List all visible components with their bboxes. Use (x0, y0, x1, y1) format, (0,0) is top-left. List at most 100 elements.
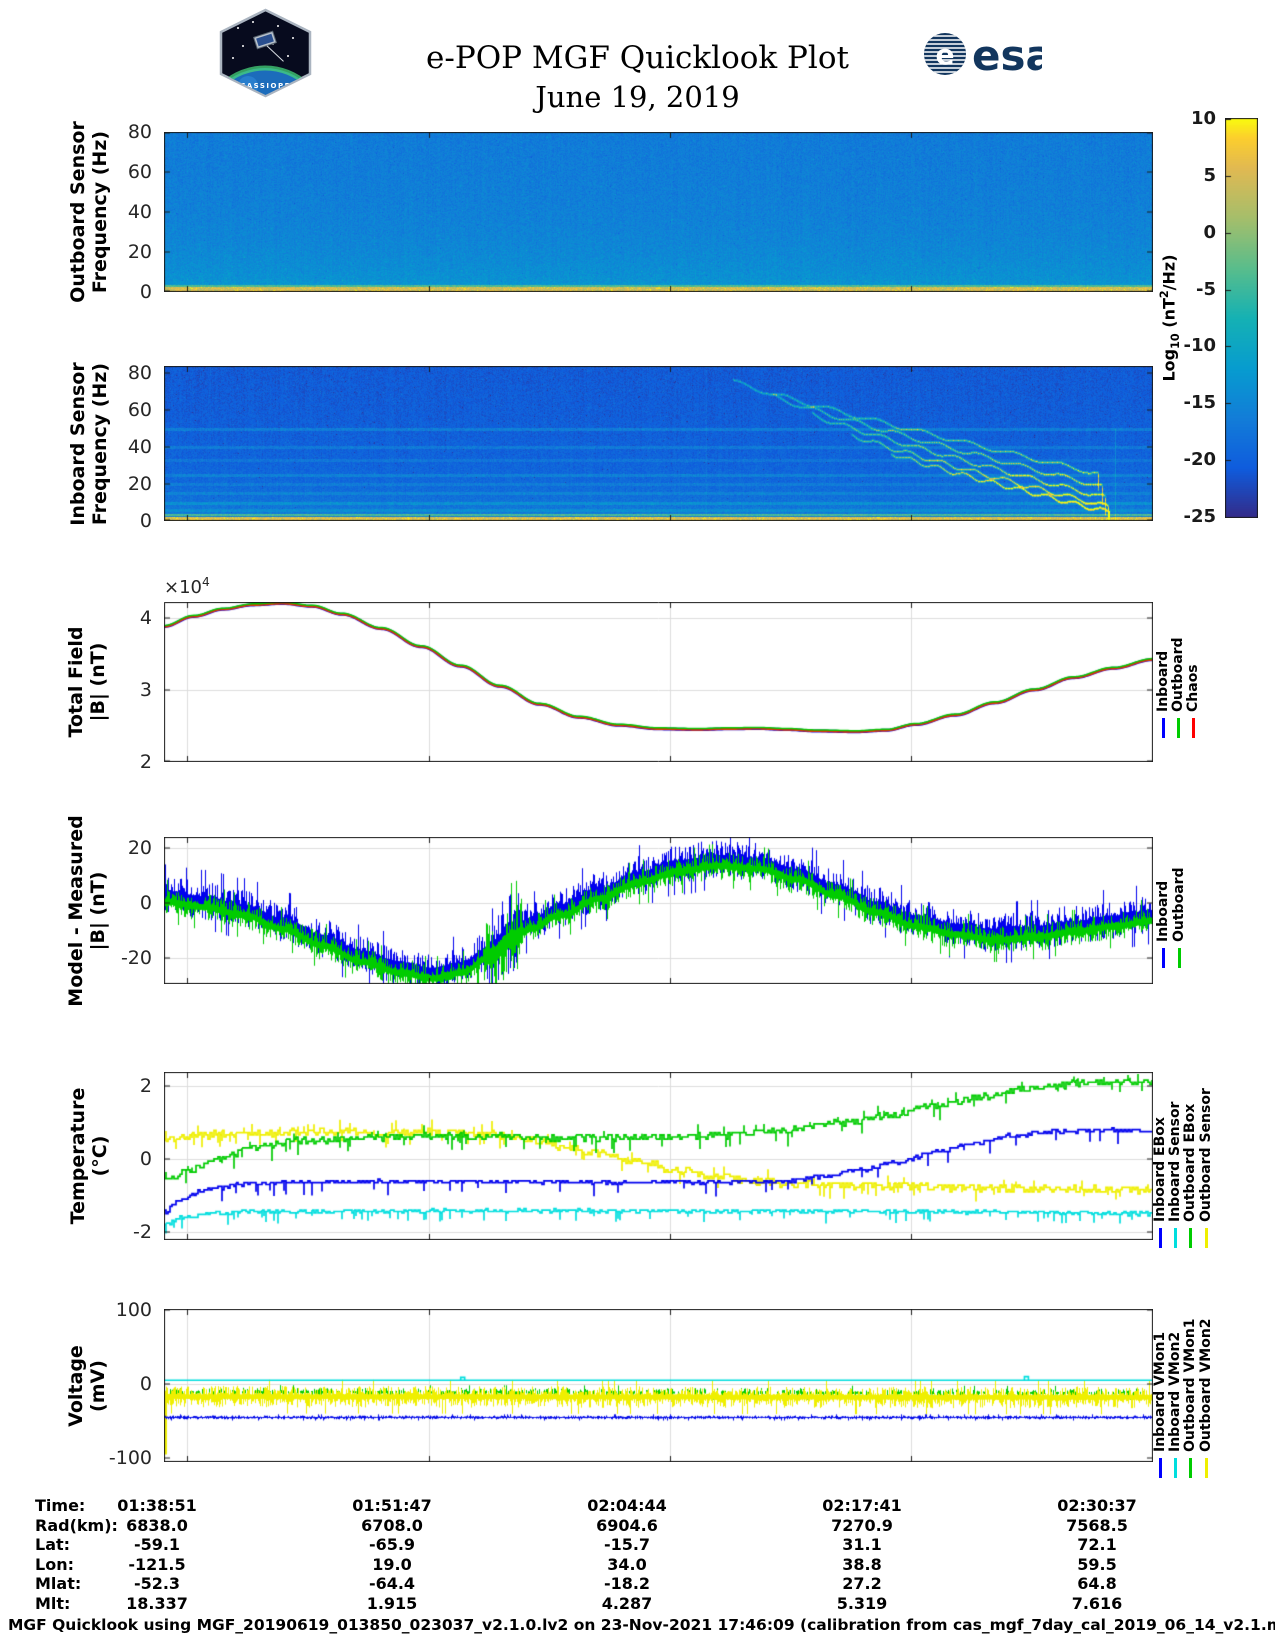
table-row-label-radkm: Rad(km): (35, 1515, 118, 1535)
legend-key-inboard-sensor (1173, 1228, 1177, 1248)
total-field-canvas (164, 602, 1153, 762)
total-field-ytick: 4 (139, 606, 152, 629)
colorbar-tick: 10 (1190, 108, 1216, 129)
table-cell: -121.5 (128, 1554, 186, 1574)
table-cell: 02:04:44 (587, 1496, 667, 1515)
table-cell: -65.9 (368, 1535, 416, 1554)
legend-key-outboard-sensor (1204, 1228, 1208, 1248)
colorbar-tick: -25 (1183, 506, 1216, 527)
table-cell: 7568.5 (1066, 1515, 1128, 1535)
colorbar-tick: -10 (1183, 335, 1216, 357)
inboard-spectrogram-ytick: 0 (139, 510, 152, 532)
model-minus-measured-ytick: -20 (120, 946, 152, 969)
voltage-ytick: 0 (139, 1373, 152, 1395)
legend-key-outboard-vmon1 (1188, 1458, 1192, 1478)
legend-label-outboard-vmon1: Outboard VMon1 (1181, 1318, 1198, 1452)
legend-label-inboard-vmon1: Inboard VMon1 (1151, 1331, 1168, 1452)
table-cell: 6708.0 (361, 1515, 423, 1535)
table-cell: -52.3 (133, 1574, 181, 1593)
legend-label-inboard: Inboard (1154, 650, 1171, 712)
table-cell: 7270.9 (831, 1515, 893, 1535)
page-date: June 19, 2019 (535, 80, 740, 114)
legend-key-inboard-ebox (1158, 1228, 1162, 1248)
table-cell: 01:51:47 (352, 1496, 432, 1515)
table-row-label-lon: Lon: (35, 1554, 74, 1574)
table-cell: -18.2 (603, 1574, 651, 1593)
table-cell: 02:30:37 (1057, 1496, 1137, 1515)
legend-label-inboard: Inboard (1154, 880, 1171, 942)
table-row-label-lat: Lat: (35, 1535, 71, 1554)
total-field-ytick: 3 (139, 678, 152, 701)
legend-label-outboard: Outboard (1169, 637, 1186, 712)
temperature-ytick: -2 (133, 1220, 152, 1243)
esa-wordmark: esa (972, 31, 1042, 80)
voltage-canvas (164, 1309, 1153, 1462)
total-field-exponent: ×104 (164, 575, 210, 598)
legend-key-outboard-ebox (1188, 1228, 1192, 1248)
inboard-spectrogram-ytick: 20 (127, 473, 152, 496)
inboard-spectrogram-ytick: 60 (127, 399, 152, 422)
outboard-spectrogram-canvas (164, 132, 1153, 292)
legend-key-inboard (1161, 948, 1165, 968)
colorbar-tick: -15 (1183, 392, 1216, 414)
legend-label-inboard-vmon2: Inboard VMon2 (1166, 1331, 1183, 1452)
legend-label-chaos: Chaos (1184, 664, 1201, 712)
page-title: e-POP MGF Quicklook Plot (426, 40, 849, 76)
table-cell: 18.337 (126, 1593, 188, 1613)
table-cell: 19.0 (372, 1554, 412, 1574)
temperature-ytick: 2 (139, 1074, 152, 1097)
voltage-ytick: 100 (115, 1298, 152, 1321)
temperature-canvas (164, 1072, 1153, 1240)
table-cell: 64.8 (1077, 1574, 1117, 1593)
table-cell: 34.0 (607, 1554, 647, 1574)
table-cell: 02:17:41 (822, 1496, 902, 1515)
colorbar-tick: 5 (1203, 164, 1216, 186)
model-minus-measured-canvas (164, 837, 1153, 984)
table-cell: 6904.6 (596, 1515, 658, 1535)
table-cell: 7.616 (1071, 1593, 1123, 1613)
table-cell: 27.2 (842, 1574, 882, 1593)
legend-key-outboard (1177, 948, 1181, 968)
model-minus-measured-ytick: 0 (139, 891, 152, 914)
model-minus-measured-ytick: 20 (127, 836, 152, 859)
table-cell: 4.287 (601, 1593, 653, 1613)
table-row-label-mlat: Mlat: (35, 1574, 82, 1593)
legend-label-outboard-ebox: Outboard EBox (1181, 1103, 1198, 1222)
temperature-ytick: 0 (139, 1147, 152, 1170)
legend-key-chaos (1191, 718, 1195, 738)
table-cell: -15.7 (603, 1535, 651, 1554)
legend-label-outboard-vmon2: Outboard VMon2 (1197, 1318, 1214, 1452)
table-row-label-time: Time: (35, 1496, 86, 1515)
esa-logo: e esa (924, 31, 1042, 80)
table-cell: 31.1 (842, 1535, 882, 1554)
legend-label-inboard-ebox: Inboard EBox (1151, 1117, 1168, 1222)
voltage-ytick: -100 (108, 1447, 152, 1470)
table-cell: 38.8 (842, 1554, 882, 1574)
colorbar-canvas (1225, 118, 1258, 518)
legend-label-outboard-sensor: Outboard Sensor (1197, 1088, 1214, 1222)
table-cell: 01:38:51 (117, 1496, 197, 1515)
inboard-spectrogram-ytick: 40 (127, 436, 152, 459)
legend-key-inboard (1161, 718, 1165, 738)
inboard-spectrogram-canvas (164, 366, 1153, 521)
footer-note: MGF Quicklook using MGF_20190619_013850_… (8, 1616, 1275, 1634)
total-field-ytick: 2 (139, 751, 152, 773)
colorbar-tick: -20 (1183, 449, 1216, 471)
outboard-spectrogram-ytick: 80 (127, 121, 152, 143)
inboard-spectrogram-ytick: 80 (127, 362, 152, 385)
legend-key-outboard (1176, 718, 1180, 738)
outboard-spectrogram-ytick: 60 (127, 161, 152, 183)
table-cell: 72.1 (1077, 1535, 1117, 1554)
table-cell: 6838.0 (126, 1515, 188, 1535)
colorbar-tick: -5 (1196, 278, 1216, 300)
mission-patch: CASSIOPE (219, 8, 312, 98)
outboard-spectrogram-ytick: 40 (127, 201, 152, 223)
outboard-spectrogram-ytick: 0 (139, 281, 152, 303)
table-cell: -59.1 (133, 1535, 181, 1554)
legend-key-outboard-vmon2 (1204, 1458, 1208, 1478)
colorbar-tick: 0 (1203, 221, 1216, 243)
outboard-spectrogram-ytick: 20 (127, 241, 152, 263)
colorbar-label: Log10 (nT2/Hz) (1158, 254, 1182, 382)
patch-label: CASSIOPE (240, 82, 291, 90)
